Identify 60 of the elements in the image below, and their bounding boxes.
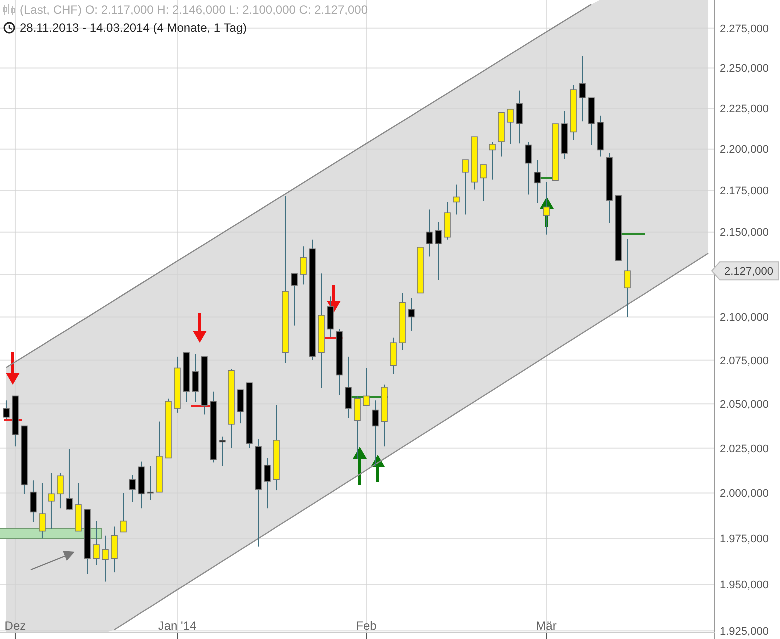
y-tick-label: 1.925,000 (720, 626, 769, 638)
candlestick (579, 56, 586, 122)
candlestick (39, 482, 46, 540)
candlestick (237, 390, 244, 424)
text: 28.11.2013 - 14.03.2014 (4 Monate, 1 Tag) (20, 21, 248, 35)
y-tick-label: 2.025,000 (720, 443, 769, 456)
candlestick (453, 184, 460, 216)
candlestick (408, 298, 415, 332)
x-tick-label: Jan '14 (158, 619, 197, 633)
candlestick (48, 472, 55, 530)
y-tick-label: 1.950,000 (720, 579, 769, 592)
candlestick (120, 492, 127, 533)
candlestick (111, 526, 118, 574)
candlestick (507, 108, 514, 145)
candlestick (525, 142, 532, 196)
chart-title: (Last, CHF) O: 2.117,000 H: 2.146,000 L: 2.100,000 C: 2.127,000 (20, 3, 368, 17)
y-tick-label: 2.000,000 (720, 488, 769, 500)
candlestick (372, 400, 379, 467)
x-tick-label: Feb (356, 619, 378, 633)
x-tick-label: Dez (4, 619, 26, 633)
y-tick-label: 2.200,000 (720, 144, 769, 156)
candlestick (516, 90, 523, 144)
candlestick (192, 354, 199, 403)
candlestick (102, 535, 109, 582)
x-tick-label: Mär (536, 619, 557, 633)
candlestick (543, 182, 550, 236)
candlestick (624, 238, 631, 318)
y-tick-label: 2.150,000 (720, 227, 769, 240)
y-tick-label: 2.275,000 (720, 23, 769, 36)
candlestick (426, 209, 433, 258)
candlestick (345, 356, 352, 419)
line-series (114, 252, 710, 631)
y-tick-label: 2.100,000 (720, 312, 769, 324)
candlestick (327, 296, 334, 338)
text: 2.127,000 (724, 266, 774, 278)
y-tick-label: 2.175,000 (720, 185, 769, 198)
candlestick (30, 480, 37, 523)
candlestick (3, 400, 10, 420)
candlestick (534, 160, 541, 204)
y-tick-label: 2.050,000 (720, 398, 769, 411)
candlestick (219, 436, 226, 467)
candlestick (57, 472, 64, 510)
candlestick (354, 396, 361, 460)
candlestick (129, 474, 136, 503)
candlestick (489, 142, 496, 180)
candlestick (264, 458, 271, 510)
candlestick (480, 164, 487, 202)
candlestick (462, 160, 469, 216)
y-tick-label: 2.250,000 (720, 63, 769, 76)
y-tick-label: 1.975,000 (720, 533, 769, 546)
candlestick (147, 466, 154, 501)
candlestick (435, 222, 442, 281)
candlestick (390, 337, 397, 375)
candlestick (363, 368, 370, 406)
y-tick-label: 2.075,000 (720, 355, 769, 368)
candlestick (300, 246, 307, 286)
y-tick-label: 2.225,000 (720, 103, 769, 116)
candlestick (93, 520, 100, 566)
candlestick (66, 448, 73, 511)
candlestick (291, 273, 298, 326)
